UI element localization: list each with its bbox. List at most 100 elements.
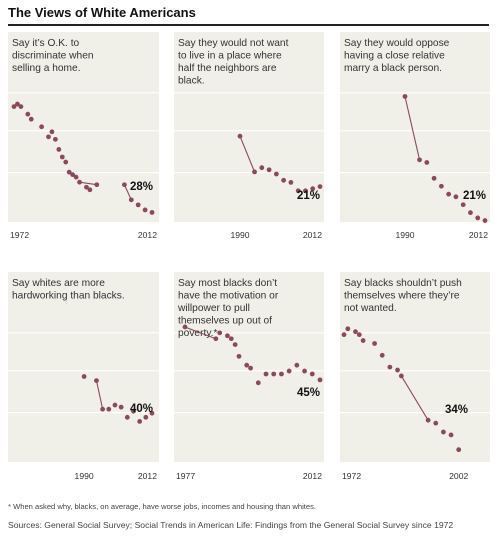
- data-point: [252, 169, 257, 175]
- data-point: [135, 202, 141, 208]
- data-point: [425, 417, 431, 423]
- data-point: [15, 101, 20, 107]
- data-point: [387, 364, 393, 370]
- gap-connector-line: [400, 375, 429, 421]
- end-value-label: 28%: [130, 181, 153, 193]
- data-point: [66, 169, 72, 175]
- data-point: [73, 174, 79, 180]
- data-point: [475, 215, 481, 221]
- x-tick-label: 2012: [138, 230, 157, 240]
- data-point: [288, 180, 294, 185]
- chart-panel-4: Say whites are more hardworking than blac…: [8, 272, 159, 481]
- panel-title-line: Say they would not want: [178, 38, 289, 49]
- panel-title-line: not wanted.: [344, 303, 397, 314]
- data-point: [143, 414, 149, 420]
- x-tick-label: 1990: [75, 471, 94, 481]
- data-point: [77, 179, 82, 185]
- data-point: [456, 447, 462, 453]
- data-point: [237, 133, 243, 139]
- panel-title-line: Say whites are more: [12, 278, 105, 289]
- panel-title-line: have the motivation or: [178, 291, 279, 302]
- panel-title-line: willpower to pull: [177, 303, 250, 314]
- data-point: [286, 368, 292, 374]
- chart-panel-3: Say they would oppose having a close rela…: [340, 32, 490, 240]
- panel-title-line: hardworking than blacks.: [12, 291, 125, 302]
- data-point: [317, 377, 323, 383]
- title-rule: [8, 24, 489, 26]
- data-point: [431, 175, 437, 181]
- data-point: [317, 184, 323, 190]
- gap-connector-line: [79, 181, 97, 186]
- data-point: [353, 329, 358, 335]
- x-tick-label: 1990: [230, 230, 249, 240]
- data-point: [94, 378, 99, 383]
- end-value-label: 45%: [297, 387, 320, 399]
- data-point: [87, 187, 93, 193]
- data-point: [112, 402, 118, 408]
- data-point: [453, 194, 459, 200]
- panel-background: [340, 32, 490, 222]
- data-point: [341, 332, 347, 338]
- data-point: [28, 116, 34, 122]
- data-point: [225, 333, 230, 339]
- end-value-label: 21%: [297, 190, 320, 202]
- data-point: [271, 371, 277, 377]
- data-point: [446, 191, 452, 197]
- data-point: [303, 188, 308, 194]
- data-point: [18, 104, 24, 109]
- data-point: [128, 197, 134, 203]
- data-point: [263, 371, 269, 377]
- data-point: [25, 111, 31, 117]
- data-point: [302, 368, 307, 374]
- data-point: [345, 326, 351, 332]
- end-value-label: 21%: [463, 190, 486, 202]
- data-point: [118, 404, 124, 410]
- gap-connector-line: [95, 380, 104, 410]
- end-value-label: 40%: [130, 403, 153, 415]
- x-tick-label: 2002: [449, 471, 468, 481]
- data-point: [228, 336, 234, 342]
- data-point: [11, 104, 17, 109]
- data-point: [259, 165, 265, 171]
- data-point: [372, 341, 377, 346]
- panel-title-line: poverty.*: [178, 328, 217, 339]
- panel-background: [8, 32, 159, 222]
- data-point: [56, 147, 62, 152]
- data-point: [468, 210, 473, 216]
- gap-connector-line: [184, 326, 217, 340]
- x-tick-label: 2012: [138, 471, 157, 481]
- data-point: [424, 160, 430, 165]
- data-point: [379, 352, 385, 358]
- x-tick-label: 1977: [176, 471, 195, 481]
- panel-title-line: discriminate when: [12, 51, 94, 62]
- sources-note: Sources: General Social Survey; Social T…: [8, 520, 454, 530]
- chart-panel-1: Say it’s O.K. to discriminate whenselling…: [8, 32, 159, 240]
- data-point: [279, 371, 284, 377]
- panel-title-line: themselves up out of: [178, 316, 272, 327]
- data-point: [46, 134, 51, 140]
- data-point: [248, 365, 253, 371]
- page-title: The Views of White Americans: [8, 5, 196, 20]
- data-point: [295, 188, 301, 194]
- data-point: [395, 367, 400, 373]
- gap-connector-line: [239, 135, 256, 173]
- panel-title-line: to live in a place where: [178, 51, 282, 62]
- data-point: [100, 406, 106, 412]
- data-point: [356, 332, 362, 338]
- data-point: [266, 167, 272, 173]
- data-point: [63, 159, 69, 165]
- panel-background: [340, 272, 490, 462]
- data-point: [448, 432, 454, 438]
- data-point: [232, 342, 238, 347]
- data-point: [398, 373, 404, 379]
- panel-title-line: selling a home.: [12, 63, 81, 74]
- data-point: [59, 154, 65, 160]
- chart-panel-5: Say most blacks don’t have the motivation…: [174, 272, 324, 481]
- data-point: [217, 330, 223, 336]
- small-multiples-charts: Say it’s O.K. to discriminate whenselling…: [8, 32, 490, 481]
- data-point: [402, 94, 408, 99]
- data-point: [294, 362, 300, 368]
- x-tick-label: 1990: [395, 230, 414, 240]
- panel-background: [8, 272, 159, 462]
- data-point: [182, 324, 188, 330]
